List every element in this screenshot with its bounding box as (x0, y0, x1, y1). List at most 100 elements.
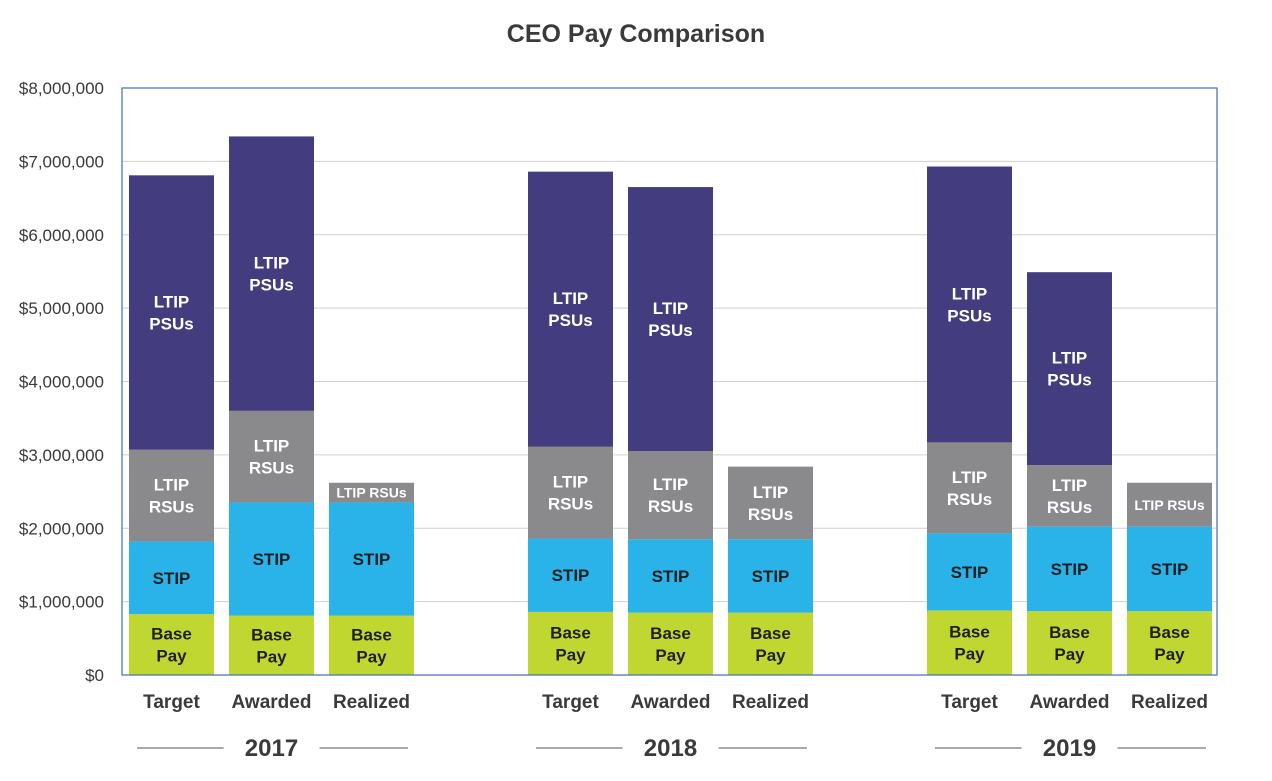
y-tick-label: $6,000,000 (19, 226, 104, 245)
bar-segment-label: STIP (353, 550, 391, 569)
x-tick-label: Target (941, 692, 998, 713)
bar-segment-label: STIP (1051, 560, 1089, 579)
x-tick-label: Target (542, 692, 599, 713)
bar-segment-label: Base (1049, 623, 1090, 642)
bars: Base Pay STIP LTIP RSUs LTIP PSUs Base Pay STIP LT… (129, 136, 1212, 675)
bar-segment-label: LTIP (952, 284, 988, 303)
bar-segment-psu (528, 171, 613, 447)
bar-segment-label: Base (550, 623, 591, 642)
bar-2019-target: Base Pay STIP LTIP RSUs LTIP PSUs (927, 166, 1012, 675)
bar-segment-rsu (1127, 482, 1212, 527)
bar-2018-target: Base Pay STIP LTIP RSUs LTIP PSUs (528, 171, 613, 675)
x-tick-label: Realized (333, 692, 410, 713)
bar-segment-base (728, 612, 813, 675)
bar-2017-target: Base Pay STIP LTIP RSUs LTIP PSUs (129, 175, 214, 675)
bar-segment-base (1027, 611, 1112, 675)
bar-segment-label: LTIP (254, 437, 290, 456)
bar-2018-awarded: Base Pay STIP LTIP RSUs LTIP PSUs (628, 187, 713, 675)
bar-segment-label: Pay (1054, 645, 1085, 664)
y-tick-label: $1,000,000 (19, 593, 104, 612)
bar-segment-label: Base (949, 623, 990, 642)
bar-2019-awarded: Base Pay STIP LTIP RSUs LTIP PSUs (1027, 272, 1112, 675)
bar-segment-rsu (329, 482, 414, 503)
bar-segment-label: PSUs (548, 311, 592, 330)
bar-segment-stip (1027, 526, 1112, 612)
bar-segment-label: Pay (655, 646, 686, 665)
bar-segment-label: PSUs (149, 315, 193, 334)
bar-segment-label: Base (351, 625, 392, 644)
bar-segment-label: RSUs (548, 495, 593, 514)
bar-segment-label: LTIP RSUs (1134, 497, 1204, 513)
bar-segment-stip (628, 539, 713, 613)
bar-segment-psu (628, 187, 713, 452)
bar-segment-stip (229, 502, 314, 616)
bar-segment-label: LTIP (753, 483, 789, 502)
bar-segment-label: RSUs (1047, 498, 1092, 517)
bar-segment-label: LTIP (553, 289, 589, 308)
bar-segment-label: Base (1149, 623, 1190, 642)
bar-segment-label: Pay (755, 646, 786, 665)
bar-segment-psu (129, 175, 214, 450)
x-axis-ticks: Target Awarded Realized Target Awarded Realiz… (143, 692, 1208, 713)
bar-segment-label: STIP (951, 563, 989, 582)
bar-segment-label: STIP (153, 569, 191, 588)
x-tick-label: Realized (732, 692, 809, 713)
bar-segment-base (229, 615, 314, 675)
bar-segment-base (628, 612, 713, 675)
bar-segment-label: PSUs (947, 306, 991, 325)
bar-segment-label: RSUs (149, 498, 194, 517)
bar-segment-label: PSUs (648, 321, 692, 340)
y-tick-label: $0 (85, 666, 104, 685)
bar-segment-base (129, 614, 214, 675)
bar-segment-label: LTIP (1052, 349, 1088, 368)
year-label: 2019 (1043, 735, 1096, 762)
bar-segment-label: LTIP (653, 299, 689, 318)
bar-segment-stip (129, 541, 214, 615)
bar-segment-label: RSUs (648, 497, 693, 516)
bar-segment-rsu (927, 442, 1012, 534)
bar-segment-label: Pay (555, 645, 586, 664)
bar-segment-label: RSUs (748, 505, 793, 524)
bar-segment-label: LTIP RSUs (336, 485, 406, 501)
bar-segment-stip (927, 533, 1012, 611)
bar-segment-label: LTIP (154, 476, 190, 495)
y-tick-label: $2,000,000 (19, 519, 104, 538)
bar-segment-base (1127, 611, 1212, 675)
bar-segment-psu (927, 166, 1012, 443)
bar-segment-stip (329, 502, 414, 616)
bar-segment-label: STIP (253, 550, 291, 569)
y-axis-ticks: $0 $1,000,000 $2,000,000 $3,000,000 $4,000,0… (19, 79, 104, 685)
bar-segment-label: LTIP (553, 473, 589, 492)
bar-segment-label: Pay (954, 645, 985, 664)
bar-segment-base (528, 611, 613, 675)
bar-segment-label: Pay (256, 647, 287, 666)
bar-segment-label: PSUs (249, 276, 293, 295)
bar-segment-stip (1127, 526, 1212, 612)
y-tick-label: $8,000,000 (19, 79, 104, 98)
bar-segment-label: Pay (356, 647, 387, 666)
bar-segment-label: LTIP (254, 254, 290, 273)
bar-segment-label: STIP (652, 567, 690, 586)
bar-segment-rsu (728, 466, 813, 540)
bar-segment-rsu (628, 451, 713, 540)
bar-segment-label: Pay (156, 647, 187, 666)
plot-frame (121, 87, 1218, 676)
y-tick-label: $5,000,000 (19, 299, 104, 318)
bar-segment-label: Pay (1154, 645, 1185, 664)
bar-segment-label: RSUs (249, 459, 294, 478)
bar-segment-label: Base (650, 624, 691, 643)
y-tick-label: $4,000,000 (19, 373, 104, 392)
bar-segment-label: STIP (552, 566, 590, 585)
bar-segment-label: Base (151, 625, 192, 644)
bar-2017-realized: Base Pay STIP LTIP RSUs (329, 482, 414, 675)
bar-segment-psu (1027, 272, 1112, 466)
bar-segment-rsu (129, 449, 214, 542)
bar-segment-label: LTIP (653, 475, 689, 494)
bar-segment-label: STIP (752, 567, 790, 586)
bar-segment-stip (528, 538, 613, 612)
year-label: 2017 (245, 735, 298, 762)
bar-segment-label: RSUs (947, 490, 992, 509)
bar-segment-label: LTIP (952, 468, 988, 487)
bar-segment-rsu (1027, 465, 1112, 527)
chart-title: CEO Pay Comparison (507, 20, 765, 48)
